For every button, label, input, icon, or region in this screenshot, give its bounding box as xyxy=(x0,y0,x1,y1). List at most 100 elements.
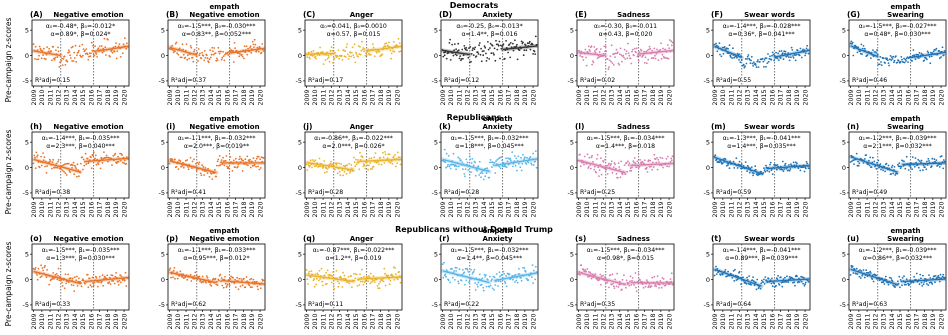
data-point xyxy=(800,56,803,59)
data-point xyxy=(782,58,785,61)
data-point xyxy=(652,57,655,59)
data-point xyxy=(333,287,336,290)
data-point xyxy=(51,167,53,170)
data-point xyxy=(480,170,483,173)
data-point xyxy=(860,43,863,46)
data-point xyxy=(615,285,618,288)
data-point xyxy=(468,281,470,284)
data-point xyxy=(171,159,174,161)
data-point xyxy=(193,158,195,161)
data-point xyxy=(246,53,249,56)
y-tick-label: 0 xyxy=(298,276,302,284)
data-point xyxy=(804,283,806,286)
x-tick-label: 2011 xyxy=(47,90,54,106)
data-point xyxy=(186,159,189,161)
data-point xyxy=(250,277,253,280)
data-point xyxy=(464,47,466,50)
data-point xyxy=(470,268,472,271)
data-point xyxy=(192,60,195,63)
data-point xyxy=(791,49,794,51)
scatter-points xyxy=(168,267,265,291)
data-point xyxy=(627,282,630,285)
panel-letter: (i) xyxy=(166,122,175,131)
data-point xyxy=(586,153,589,156)
data-point xyxy=(642,286,645,289)
data-point xyxy=(746,58,748,60)
data-point xyxy=(311,159,314,161)
data-point xyxy=(865,154,868,156)
data-point xyxy=(219,273,222,276)
panel-title: Negative emotion xyxy=(53,235,123,243)
data-point xyxy=(913,275,915,278)
data-point xyxy=(393,50,396,53)
y-tick-label: -5 xyxy=(159,189,165,197)
data-point xyxy=(899,165,901,168)
data-point xyxy=(216,284,219,286)
data-point xyxy=(452,54,455,57)
data-point xyxy=(849,274,852,276)
data-point xyxy=(637,273,640,275)
data-point xyxy=(727,47,729,50)
x-tick-label: 2010 xyxy=(584,202,591,218)
data-point xyxy=(745,282,748,285)
data-point xyxy=(463,45,466,47)
r2-label: R²adj=0.46 xyxy=(852,77,887,84)
data-point xyxy=(718,161,721,164)
data-point xyxy=(656,48,658,51)
data-point xyxy=(361,48,364,51)
data-point xyxy=(788,59,791,62)
data-point xyxy=(745,62,748,65)
data-point xyxy=(105,54,107,56)
data-point xyxy=(906,56,909,59)
data-point xyxy=(389,161,392,164)
data-point xyxy=(861,53,863,55)
data-point xyxy=(219,164,222,167)
data-point xyxy=(643,50,645,53)
data-point xyxy=(928,56,931,58)
data-point xyxy=(335,269,338,272)
data-point xyxy=(729,272,732,275)
data-point xyxy=(232,159,235,162)
data-point xyxy=(771,173,774,176)
data-point xyxy=(94,45,96,48)
r2-label: R²adj=0.28 xyxy=(444,189,479,196)
panel-letter: (n) xyxy=(847,122,859,131)
trend-line xyxy=(169,46,197,56)
data-point xyxy=(39,276,42,279)
data-point xyxy=(724,269,727,271)
data-point xyxy=(669,160,672,163)
data-point xyxy=(920,281,923,284)
data-point xyxy=(756,60,759,63)
data-point xyxy=(189,45,192,47)
data-point xyxy=(615,48,618,51)
x-tick-label: 2014 xyxy=(889,90,896,106)
data-point xyxy=(101,274,104,277)
data-point xyxy=(75,168,78,170)
data-point xyxy=(461,161,464,164)
data-point xyxy=(353,43,356,46)
data-point xyxy=(640,49,643,52)
data-point xyxy=(614,56,616,58)
data-point xyxy=(715,265,717,268)
data-point xyxy=(363,164,366,167)
row-title-republicans: Republicans xyxy=(447,113,502,122)
x-tick-label: 2018 xyxy=(241,202,248,218)
axes-frame xyxy=(31,131,130,199)
data-point xyxy=(233,42,236,44)
x-tick-label: 2010 xyxy=(856,314,863,330)
data-point xyxy=(54,57,57,59)
data-point xyxy=(206,172,209,175)
y-tick-label: -5 xyxy=(296,189,302,197)
data-point xyxy=(467,56,470,59)
data-point xyxy=(589,164,591,166)
data-point xyxy=(761,173,764,176)
data-point xyxy=(372,165,375,168)
data-point xyxy=(462,269,464,271)
data-point xyxy=(329,49,332,52)
trend-line xyxy=(902,278,946,283)
data-point xyxy=(791,277,794,279)
data-point xyxy=(78,277,80,280)
data-point xyxy=(740,163,743,166)
data-point xyxy=(479,172,482,175)
